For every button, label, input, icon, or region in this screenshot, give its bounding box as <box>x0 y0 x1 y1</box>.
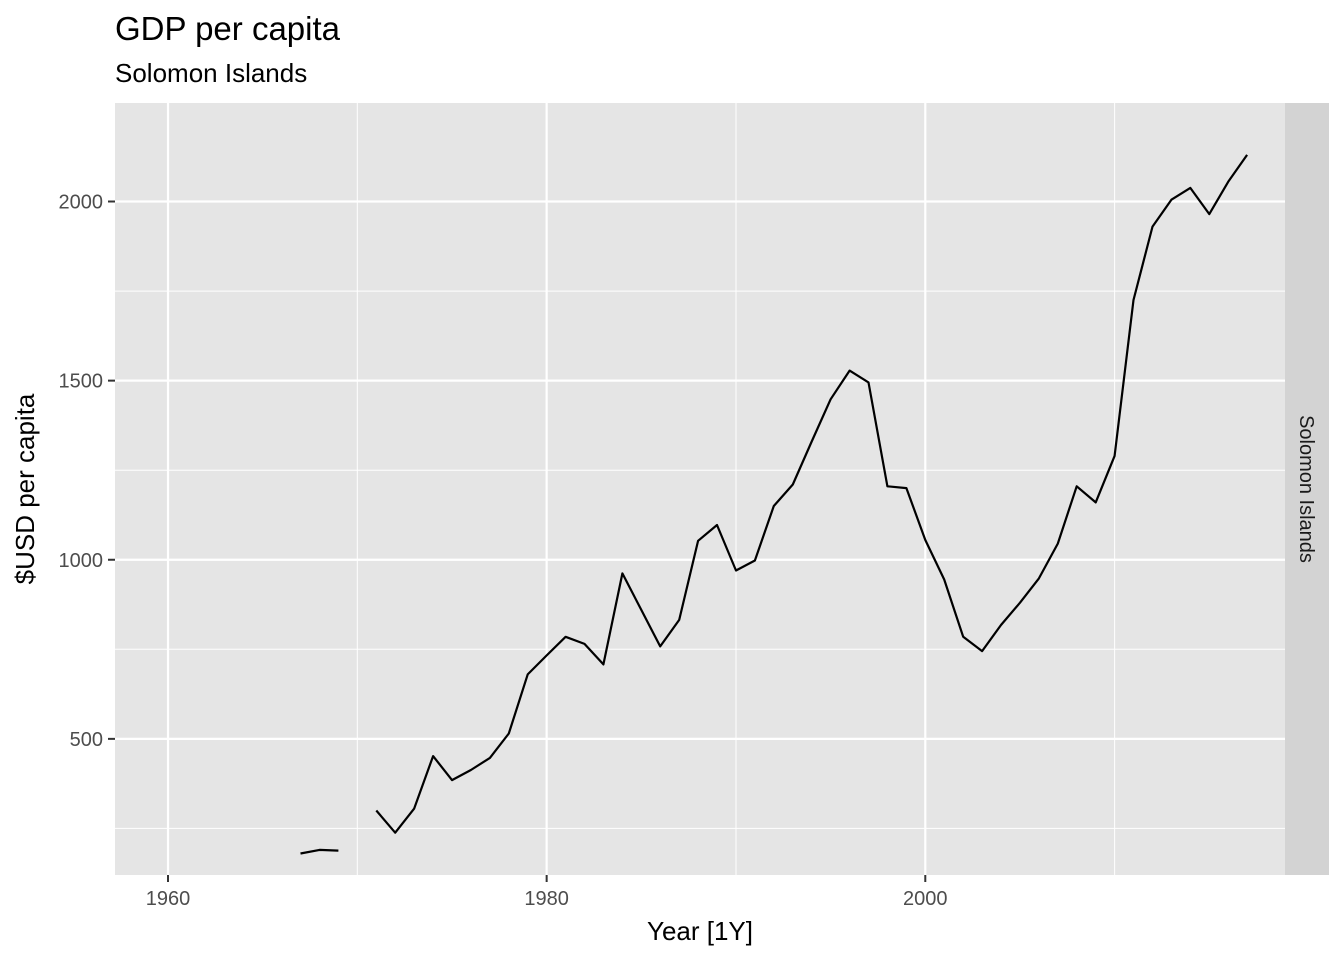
x-axis-title: Year [1Y] <box>647 916 753 946</box>
plot-panel <box>115 103 1285 875</box>
x-tick-label: 1960 <box>146 888 191 910</box>
series-line-segment <box>300 848 339 855</box>
chart-title: GDP per capita <box>115 10 341 47</box>
x-tick-label: 1980 <box>524 888 569 910</box>
y-tick-label: 1000 <box>59 550 104 572</box>
y-tick-label: 2000 <box>59 192 104 214</box>
y-tick-label: 1500 <box>59 371 104 393</box>
series-line-segment <box>375 154 1249 834</box>
y-axis-title: $USD per capita <box>10 393 40 584</box>
y-axis: 500 1000 1500 2000 <box>59 192 115 751</box>
facet-strip <box>1285 103 1329 875</box>
major-grid <box>115 103 1285 875</box>
chart-subtitle: Solomon Islands <box>115 58 307 88</box>
x-axis: 1960 1980 2000 <box>146 875 948 910</box>
x-tick-label: 2000 <box>903 888 948 910</box>
facet-strip-label: Solomon Islands <box>1295 415 1317 563</box>
y-tick-label: 500 <box>70 729 103 751</box>
data-layer <box>300 154 1249 855</box>
minor-grid <box>115 103 1285 875</box>
